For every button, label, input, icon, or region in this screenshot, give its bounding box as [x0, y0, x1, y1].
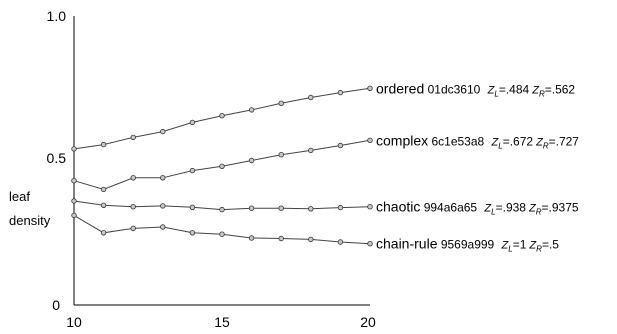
data-point-chain-rule-15	[219, 231, 225, 237]
x-tick-label-15: 15	[214, 314, 230, 330]
series-line-ordered	[73, 87, 371, 150]
data-point-complex-12	[130, 175, 136, 181]
data-point-ordered-15	[219, 112, 225, 119]
data-point-chain-rule-14	[189, 230, 196, 236]
data-point-chaotic-11	[100, 202, 107, 208]
data-point-chain-rule-18	[308, 236, 314, 243]
data-point-complex-16	[248, 157, 255, 164]
data-point-chaotic-13	[160, 203, 166, 209]
data-point-chaotic-14	[189, 204, 196, 210]
y-axis-label-line2: density	[9, 213, 51, 228]
data-point-chaotic-12	[130, 203, 136, 210]
series-label-chaotic: chaotic 994a6a65 ZL=.938 ZR=.9375	[376, 199, 579, 217]
series-label-complex: complex 6c1e53a8 ZL=.672 ZR=.727	[376, 132, 579, 150]
data-point-chain-rule-16	[248, 235, 255, 241]
data-point-chain-rule-20	[367, 240, 373, 247]
y-tick-label-0: 0	[52, 297, 60, 313]
data-point-chain-rule-13	[160, 224, 166, 230]
data-point-complex-13	[160, 175, 166, 181]
data-point-complex-15	[219, 163, 225, 169]
series-label-chain-rule: chain-rule 9569a999 ZL=1 ZR=.5	[376, 236, 559, 254]
data-point-chain-rule-12	[130, 225, 136, 232]
data-point-chaotic-15	[219, 206, 225, 213]
data-point-chain-rule-11	[100, 230, 107, 236]
data-point-ordered-14	[189, 119, 196, 126]
data-point-chain-rule-10	[71, 212, 77, 219]
data-point-chaotic-16	[248, 205, 255, 211]
data-point-ordered-20	[367, 85, 373, 91]
data-point-ordered-10	[71, 146, 77, 152]
series-labels: ordered 01dc3610 ZL=.484 ZR=.562 complex 6…	[376, 80, 579, 253]
data-point-complex-20	[367, 137, 373, 143]
x-tick-label-20: 20	[360, 314, 376, 330]
data-point-complex-11	[100, 186, 107, 193]
data-point-complex-19	[337, 142, 344, 149]
data-point-complex-18	[308, 147, 314, 154]
series-layer	[71, 85, 373, 247]
series-line-chain-rule	[73, 214, 371, 245]
data-point-chaotic-20	[367, 203, 373, 210]
data-point-ordered-16	[248, 107, 255, 113]
data-point-complex-14	[189, 167, 196, 174]
data-point-chaotic-19	[337, 204, 344, 211]
data-point-ordered-18	[308, 94, 314, 101]
data-point-ordered-11	[100, 141, 107, 148]
x-tick-label-10: 10	[66, 314, 82, 330]
data-point-chaotic-17	[278, 205, 284, 211]
data-point-chaotic-10	[71, 198, 77, 204]
data-point-complex-17	[278, 151, 284, 158]
data-point-ordered-12	[130, 134, 136, 141]
y-axis-label-line1: leaf	[9, 189, 30, 204]
series-label-ordered: ordered 01dc3610 ZL=.484 ZR=.562	[376, 80, 575, 98]
y-tick-label-0-5: 0.5	[47, 150, 67, 166]
data-point-ordered-17	[278, 100, 284, 106]
y-tick-label-1: 1.0	[47, 8, 67, 24]
data-point-chain-rule-19	[337, 239, 344, 245]
data-point-chaotic-18	[308, 206, 314, 212]
data-point-ordered-13	[160, 128, 166, 135]
data-point-chain-rule-17	[278, 235, 284, 242]
data-point-ordered-19	[337, 89, 344, 96]
data-point-complex-10	[71, 177, 77, 184]
